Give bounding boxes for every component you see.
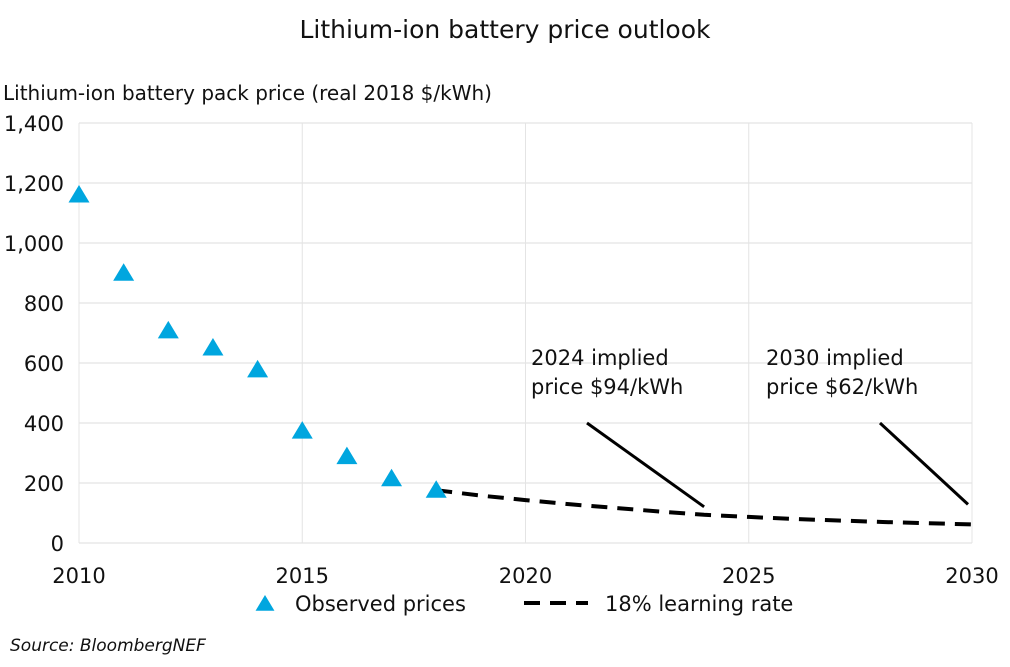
observed-price-point: [113, 263, 135, 281]
y-tick-label: 800: [24, 292, 64, 316]
x-tick-label: 2030: [945, 564, 998, 588]
y-tick-label: 200: [24, 472, 64, 496]
y-tick-label: 1,400: [4, 112, 64, 136]
learning-rate-line: [435, 488, 973, 527]
observed-price-point: [68, 185, 90, 203]
y-tick-label: 400: [24, 412, 64, 436]
x-tick-label: 2020: [499, 564, 552, 588]
annotation-text: 2024 implied: [531, 346, 669, 370]
annotation-text: price $62/kWh: [766, 375, 918, 399]
observed-price-point: [381, 468, 403, 487]
legend-observed-label: Observed prices: [295, 592, 466, 616]
y-tick-label: 0: [51, 532, 64, 556]
observed-price-point: [336, 446, 358, 465]
chart-title: Lithium-ion battery price outlook: [299, 15, 711, 44]
annotation-text: 2030 implied: [766, 346, 904, 370]
source-note: Source: BloombergNEF: [10, 636, 206, 656]
legend-observed-marker: [255, 595, 275, 611]
y-tick-label: 600: [24, 352, 64, 376]
observed-price-point: [291, 421, 313, 439]
x-tick-label: 2015: [276, 564, 329, 588]
x-tick-label: 2025: [722, 564, 775, 588]
y-axis-label: Lithium-ion battery pack price (real 201…: [3, 81, 492, 105]
observed-price-point: [425, 480, 447, 498]
x-tick-label: 2010: [52, 564, 105, 588]
legend-forecast-label: 18% learning rate: [605, 592, 793, 616]
annotation-leader-line: [878, 421, 970, 506]
annotation-leader-line: [586, 421, 705, 509]
observed-price-point: [202, 338, 224, 356]
y-tick-label: 1,200: [4, 172, 64, 196]
annotation-text: price $94/kWh: [531, 375, 683, 399]
observed-price-point: [247, 359, 269, 378]
observed-price-point: [157, 320, 179, 339]
y-tick-label: 1,000: [4, 232, 64, 256]
